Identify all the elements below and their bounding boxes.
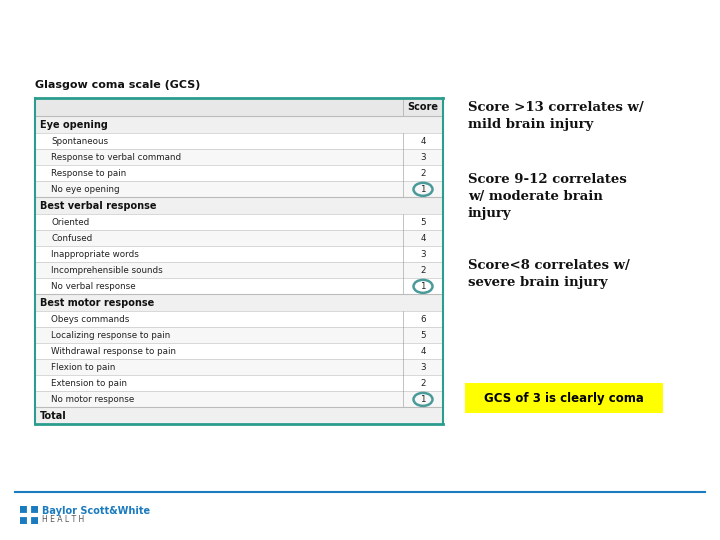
- Text: 4: 4: [420, 347, 426, 356]
- Text: Flexion to pain: Flexion to pain: [51, 363, 115, 372]
- Bar: [36, 312, 442, 327]
- Text: 3: 3: [420, 153, 426, 162]
- Text: 1: 1: [420, 185, 426, 194]
- Bar: [36, 133, 442, 150]
- Bar: [465, 383, 663, 414]
- Bar: [36, 231, 442, 246]
- Text: Response to verbal command: Response to verbal command: [51, 153, 181, 162]
- Text: Localizing response to pain: Localizing response to pain: [51, 331, 170, 340]
- Bar: [36, 150, 442, 165]
- Text: Glasgow Coma Scale: Glasgow Coma Scale: [154, 20, 566, 58]
- Text: Confused: Confused: [51, 234, 92, 243]
- Text: Total: Total: [40, 411, 67, 421]
- Text: Response to pain: Response to pain: [51, 169, 126, 178]
- Text: 2: 2: [420, 266, 426, 275]
- Text: Best motor response: Best motor response: [40, 298, 154, 308]
- Text: 1: 1: [420, 395, 426, 404]
- Text: Inappropriate words: Inappropriate words: [51, 250, 139, 259]
- Text: Score<8 correlates w/
severe brain injury: Score<8 correlates w/ severe brain injur…: [468, 259, 630, 289]
- Bar: [36, 407, 442, 424]
- Text: 1: 1: [420, 282, 426, 291]
- Text: Score: Score: [408, 102, 438, 112]
- Text: Glasgow coma scale (GCS): Glasgow coma scale (GCS): [35, 80, 200, 90]
- Text: 2: 2: [420, 169, 426, 178]
- Text: No motor response: No motor response: [51, 395, 134, 404]
- Text: Score 9-12 correlates
w/ moderate brain
injury: Score 9-12 correlates w/ moderate brain …: [468, 173, 626, 220]
- Bar: [36, 197, 442, 214]
- Text: 5: 5: [420, 331, 426, 340]
- Bar: [36, 327, 442, 343]
- Text: Baylor Scott&White: Baylor Scott&White: [42, 506, 150, 516]
- Bar: [36, 214, 442, 231]
- Bar: [36, 165, 442, 181]
- Text: Eye opening: Eye opening: [40, 120, 108, 130]
- Text: GCS of 3 is clearly coma: GCS of 3 is clearly coma: [484, 392, 644, 405]
- Text: Obeys commands: Obeys commands: [51, 315, 130, 324]
- Bar: [20, 506, 38, 524]
- Text: Spontaneous: Spontaneous: [51, 137, 108, 146]
- Bar: [36, 294, 442, 312]
- Text: Incomprehensible sounds: Incomprehensible sounds: [51, 266, 163, 275]
- Bar: [36, 246, 442, 262]
- Bar: [36, 375, 442, 391]
- Text: 3: 3: [420, 363, 426, 372]
- Text: Oriented: Oriented: [51, 218, 89, 227]
- Bar: [36, 98, 442, 116]
- Text: 4: 4: [420, 137, 426, 146]
- Text: Best verbal response: Best verbal response: [40, 201, 156, 211]
- Bar: [36, 278, 442, 294]
- Text: Withdrawal response to pain: Withdrawal response to pain: [51, 347, 176, 356]
- Text: No verbal response: No verbal response: [51, 282, 135, 291]
- Text: 6: 6: [420, 315, 426, 324]
- Text: Score >13 correlates w/
mild brain injury: Score >13 correlates w/ mild brain injur…: [468, 102, 644, 131]
- Text: 4: 4: [420, 234, 426, 243]
- Bar: [36, 359, 442, 375]
- Bar: [36, 116, 442, 133]
- Text: Extension to pain: Extension to pain: [51, 379, 127, 388]
- Bar: [36, 392, 442, 407]
- Text: 5: 5: [420, 218, 426, 227]
- Bar: [36, 181, 442, 197]
- Bar: [36, 262, 442, 278]
- Bar: [36, 343, 442, 359]
- Text: No eye opening: No eye opening: [51, 185, 120, 194]
- Text: 2: 2: [420, 379, 426, 388]
- Text: 3: 3: [420, 250, 426, 259]
- Text: H E A L T H: H E A L T H: [42, 516, 84, 524]
